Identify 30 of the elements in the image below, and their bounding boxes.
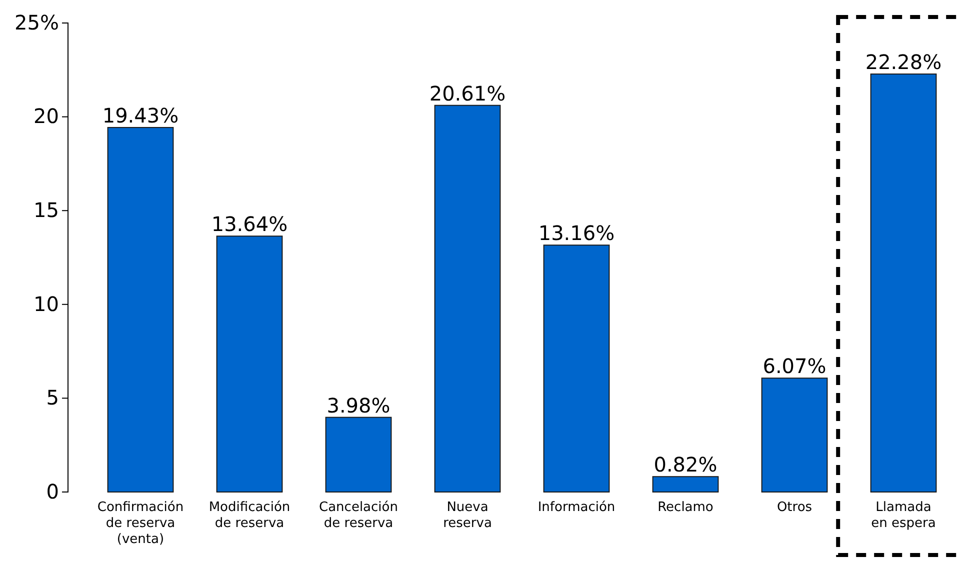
data-label: 13.64%	[211, 212, 288, 236]
x-tick-label: Cancelación de reserva	[319, 500, 398, 531]
x-tick-label: Modificación de reserva	[208, 500, 290, 531]
bar	[434, 104, 501, 492]
y-tick-label: 15	[34, 198, 59, 222]
y-tick-label: 0	[46, 479, 59, 504]
bar	[543, 244, 610, 492]
y-tick-label: 25%	[14, 10, 59, 34]
data-label: 3.98%	[326, 393, 390, 418]
x-tick-label: Otros	[776, 500, 812, 515]
bar	[325, 416, 392, 492]
bar	[652, 476, 719, 492]
y-tick-label: 5	[46, 386, 59, 410]
bar	[761, 378, 828, 492]
bar	[216, 236, 283, 492]
data-label: 6.07%	[762, 354, 826, 378]
bar	[870, 74, 937, 492]
y-tick-label: 10	[34, 292, 59, 316]
x-tick-label: Información	[538, 500, 616, 515]
data-label: 13.16%	[538, 221, 615, 246]
data-label: 0.82%	[654, 452, 718, 477]
data-label: 22.28%	[865, 50, 942, 74]
data-label: 19.43%	[102, 103, 179, 128]
x-tick-label: Reclamo	[658, 500, 714, 515]
x-tick-label: Confirmación de reserva (venta)	[97, 500, 184, 547]
data-label: 20.61%	[429, 81, 506, 106]
x-tick-label: Llamada en espera	[871, 500, 936, 531]
y-tick-label: 20	[34, 104, 59, 128]
x-tick-label: Nueva reserva	[443, 500, 492, 531]
bar	[107, 126, 174, 492]
